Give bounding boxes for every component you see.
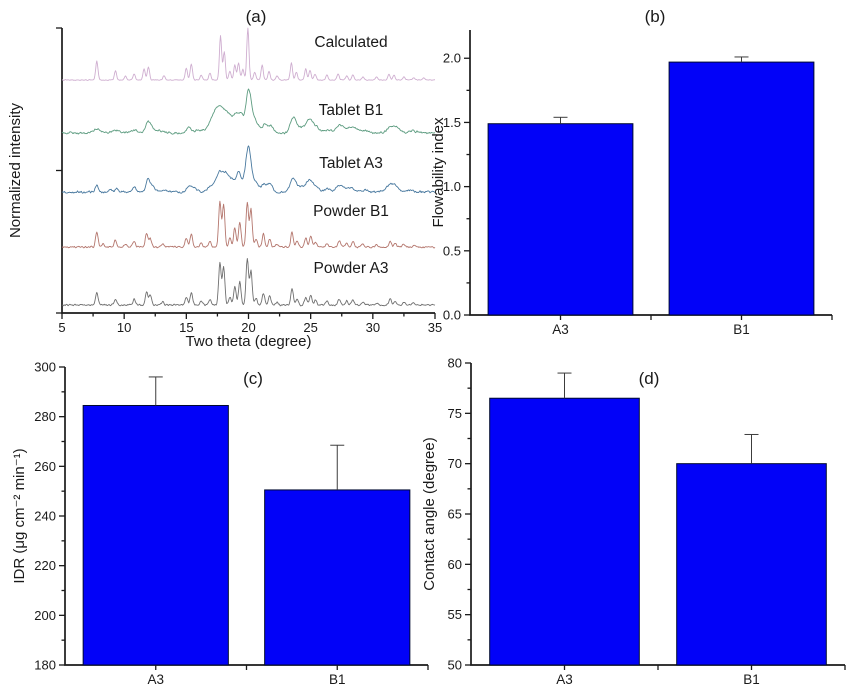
y-tick-label: 1.5: [443, 115, 461, 130]
y-tick-label: 220: [34, 558, 56, 573]
x-axis-title: Two theta (degree): [186, 333, 312, 350]
panel-letter: (b): [645, 7, 666, 26]
y-axis-title: Flowability index: [430, 117, 447, 228]
xrd-trace-tablet-b1: [61, 88, 436, 135]
y-axis-title: IDR (μg cm⁻² min⁻¹): [11, 448, 28, 583]
y-tick-label: 65: [448, 507, 462, 522]
y-axis-title: Contact angle (degree): [421, 437, 438, 590]
xrd-trace-powder-a3: [61, 258, 436, 307]
y-tick-label: 2.0: [443, 51, 461, 66]
x-category-label: B1: [733, 322, 750, 337]
y-tick-label: 240: [34, 509, 56, 524]
x-category-label: B1: [743, 672, 760, 687]
y-tick-label: 0.0: [443, 308, 461, 323]
y-tick-label: 70: [448, 456, 462, 471]
x-category-label: A3: [147, 672, 164, 687]
y-tick-label: 55: [448, 607, 462, 622]
x-tick-label: 25: [303, 320, 317, 335]
panel-b-flowability-bar-chart: 0.0 0.5 1.0 1.5 2.0 A3 B1 (b) Flowability index: [430, 7, 833, 337]
xrd-trace-tablet-a3: [61, 145, 436, 194]
panel-a-xrd-patterns: 5 10 15 20 25 30 35 Calculated Tablet B1 Tablet A…: [7, 7, 442, 350]
trace-label-tablet-b1: Tablet B1: [319, 102, 384, 119]
panel-letter: (c): [243, 369, 263, 388]
xrd-trace-calculated: [61, 27, 436, 81]
panel-letter: (a): [246, 7, 267, 26]
y-tick-label: 0.5: [443, 243, 461, 258]
y-tick-label: 80: [448, 356, 462, 371]
panel-d-contact-angle-bar-chart: 50 55 60 65 70 75 80 A3 B1 (d) Contact angle (degr…: [421, 356, 846, 687]
panel-c-idr-bar-chart: 180 200 220 240 260 280 300 A3 B1 (c) IDR (μg cm⁻²…: [11, 360, 429, 687]
y-tick-label: 300: [34, 360, 56, 375]
y-tick-label: 260: [34, 459, 56, 474]
x-tick-label: 5: [58, 320, 65, 335]
y-tick-label: 180: [34, 658, 56, 673]
xrd-trace-powder-b1: [61, 200, 436, 249]
x-tick-label: 10: [117, 320, 131, 335]
y-axis-title: Normalized intensity: [7, 102, 24, 238]
bar-b1: [676, 463, 827, 666]
panel-letter: (d): [639, 369, 660, 388]
trace-label-calculated: Calculated: [314, 34, 387, 51]
x-category-label: A3: [552, 322, 569, 337]
bar-a3: [489, 397, 640, 666]
y-tick-label: 200: [34, 608, 56, 623]
x-tick-label: 35: [428, 320, 442, 335]
bar-b1: [264, 489, 411, 666]
y-tick-label: 280: [34, 409, 56, 424]
x-tick-label: 15: [179, 320, 193, 335]
bar-a3: [487, 123, 634, 316]
y-tick-label: 50: [448, 658, 462, 673]
y-tick-label: 1.0: [443, 179, 461, 194]
x-tick-label: 30: [366, 320, 380, 335]
bar-a3: [82, 404, 229, 666]
y-tick-label: 60: [448, 557, 462, 572]
trace-label-tablet-a3: Tablet A3: [319, 155, 383, 172]
trace-label-powder-b1: Powder B1: [313, 203, 389, 220]
x-category-label: B1: [329, 672, 346, 687]
bar-b1: [668, 61, 815, 316]
y-tick-label: 75: [448, 406, 462, 421]
x-tick-label: 20: [241, 320, 255, 335]
x-category-label: A3: [556, 672, 573, 687]
trace-label-powder-a3: Powder A3: [314, 260, 389, 277]
